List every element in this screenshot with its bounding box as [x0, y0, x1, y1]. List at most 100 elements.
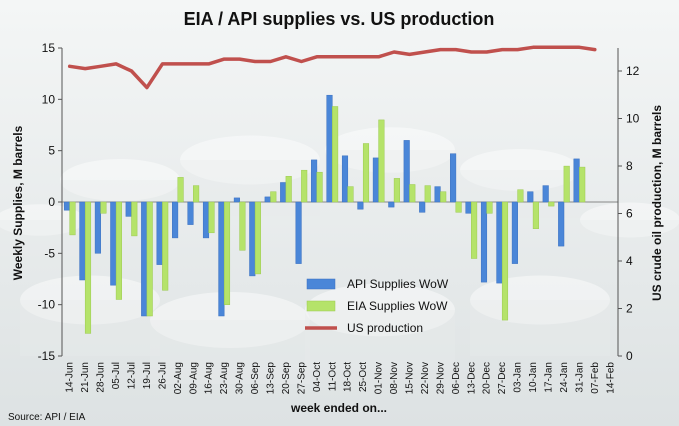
background-tank	[180, 135, 320, 185]
eia-bar	[332, 106, 339, 203]
eia-bar	[563, 165, 570, 203]
x-tick-label: 14-Feb	[605, 362, 616, 394]
y-tick-label: -5	[44, 246, 55, 260]
x-tick-label: 04-Oct	[312, 362, 323, 392]
api-bar	[187, 201, 194, 225]
eia-bar	[471, 201, 478, 259]
eia-bar	[440, 191, 447, 203]
x-tick-label: 23-Aug	[219, 362, 230, 394]
x-tick-label: 09-Aug	[188, 362, 199, 394]
legend-swatch-eia	[306, 300, 336, 312]
x-tick-label: 14-Jun	[65, 362, 76, 393]
x-tick-label: 15-Nov	[405, 362, 416, 394]
x-axis-label: week ended on...	[290, 401, 387, 415]
eia-bar	[270, 191, 277, 203]
y-tick-label: 10	[42, 92, 56, 106]
source-note: Source: API / EIA	[8, 412, 86, 423]
api-bar	[311, 159, 318, 203]
x-tick-label: 13-Dec	[466, 362, 477, 394]
y-axis-label: Weekly Supplies, M barrels	[11, 125, 25, 280]
eia-bar	[69, 201, 76, 236]
api-bar	[434, 186, 441, 203]
api-bar	[511, 201, 518, 264]
x-tick-label: 11-Oct	[327, 362, 338, 391]
x-tick-label: 29-Nov	[435, 362, 446, 394]
api-bar	[172, 201, 179, 239]
background-tank	[0, 204, 85, 236]
eia-bar	[486, 201, 493, 214]
api-bar	[388, 201, 395, 208]
eia-bar	[455, 201, 462, 213]
eia-bar	[100, 201, 107, 214]
us-production-line	[67, 45, 597, 90]
api-bar	[249, 201, 256, 277]
x-tick-label: 16-Aug	[204, 362, 215, 394]
api-bar	[372, 157, 379, 203]
api-bar	[480, 201, 488, 283]
legend-label: EIA Supplies WoW	[347, 299, 448, 313]
eia-bar	[254, 201, 261, 275]
eia-bar	[362, 143, 370, 203]
y-tick-label: 0	[48, 195, 55, 209]
x-tick-label: 18-Oct	[343, 362, 354, 392]
eia-bar	[517, 189, 524, 203]
y-tick-label: 5	[48, 144, 55, 158]
x-tick-label: 01-Nov	[374, 362, 385, 394]
eia-bar	[548, 201, 555, 207]
api-bar	[558, 201, 565, 247]
eia-bar	[223, 201, 231, 305]
x-tick-label: 27-Dec	[497, 362, 508, 394]
api-bar	[110, 201, 117, 286]
x-tick-label: 25-Oct	[358, 362, 369, 392]
background-tank-body	[470, 300, 610, 356]
api-bar	[156, 201, 163, 265]
eia-bar	[239, 201, 246, 251]
api-bar	[280, 182, 287, 203]
eia-bar	[193, 185, 200, 203]
api-bar	[233, 197, 240, 203]
background-tank	[460, 149, 580, 191]
eia-bar	[393, 178, 400, 203]
api-bar	[141, 201, 148, 317]
api-bar	[326, 94, 333, 203]
background-tank	[580, 202, 679, 238]
x-tick-label: 12-Jul	[127, 362, 138, 389]
api-bar	[94, 201, 101, 254]
eia-bar	[84, 201, 92, 334]
chart-title: EIA / API supplies vs. US production	[184, 9, 495, 29]
y2-tick-label: 2	[626, 302, 633, 316]
eia-bar	[347, 186, 354, 203]
x-tick-label: 24-Jan	[559, 362, 570, 393]
x-tick-label: 28-Jun	[96, 362, 107, 393]
api-bar	[496, 201, 503, 284]
eia-bar	[208, 201, 215, 234]
api-bar	[450, 153, 457, 203]
api-bar	[63, 201, 71, 211]
legend-label: US production	[347, 321, 423, 335]
x-tick-label: 20-Dec	[482, 362, 493, 394]
background-tank	[150, 292, 310, 348]
x-tick-label: 06-Dec	[451, 362, 462, 394]
eia-bar	[146, 201, 153, 317]
api-bar	[403, 140, 410, 203]
api-bar	[573, 158, 580, 203]
x-tick-label: 05-Jul	[111, 362, 122, 389]
api-bar	[357, 201, 364, 210]
x-tick-label: 19-Jul	[142, 362, 153, 389]
x-tick-label: 13-Sep	[266, 362, 277, 395]
api-bar	[341, 155, 349, 203]
eia-bar	[378, 119, 385, 203]
y2-tick-label: 6	[626, 207, 633, 221]
x-tick-label: 30-Aug	[235, 362, 246, 394]
y2-tick-label: 10	[626, 112, 640, 126]
eia-bar	[409, 184, 416, 203]
legend-label: API Supplies WoW	[347, 277, 449, 291]
api-bar	[295, 201, 302, 264]
x-tick-label: 06-Sep	[250, 362, 261, 395]
api-bar	[419, 201, 426, 213]
x-tick-label: 21-Jun	[80, 362, 91, 393]
eia-bar	[131, 201, 138, 237]
x-tick-label: 02-Aug	[173, 362, 184, 394]
eia-bar	[301, 169, 308, 203]
